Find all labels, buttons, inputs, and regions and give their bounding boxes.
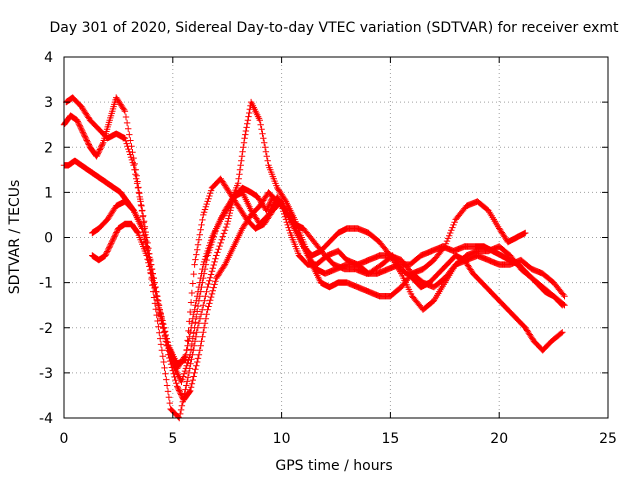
y-tick-label: -1 xyxy=(39,276,53,292)
y-tick-label: 1 xyxy=(44,185,53,201)
series-5 xyxy=(89,189,566,386)
x-tick-label: 25 xyxy=(599,431,617,447)
axis-ticks: 0 5 10 15 20 25 -4 -3 -2 -1 0 1 2 3 4 xyxy=(39,50,617,447)
x-axis-title: GPS time / hours xyxy=(275,458,392,474)
y-tick-label: -2 xyxy=(39,321,53,337)
x-tick-label: 10 xyxy=(273,431,291,447)
x-tick-label: 5 xyxy=(168,431,177,447)
series-markers xyxy=(89,189,566,386)
data-series xyxy=(60,94,568,422)
y-axis-title: SDTVAR / TECUs xyxy=(7,180,23,295)
y-tick-label: -4 xyxy=(39,411,53,427)
series-markers xyxy=(60,157,568,404)
series-2 xyxy=(60,157,568,404)
y-tick-label: 0 xyxy=(44,231,53,247)
y-tick-label: -3 xyxy=(39,366,53,382)
y-tick-label: 3 xyxy=(44,95,53,111)
y-tick-label: 4 xyxy=(44,50,53,66)
chart-title: Day 301 of 2020, Sidereal Day-to-day VTE… xyxy=(50,20,620,36)
x-tick-label: 20 xyxy=(490,431,508,447)
x-tick-label: 0 xyxy=(60,431,69,447)
y-tick-label: 2 xyxy=(44,140,53,156)
x-tick-label: 15 xyxy=(381,431,399,447)
